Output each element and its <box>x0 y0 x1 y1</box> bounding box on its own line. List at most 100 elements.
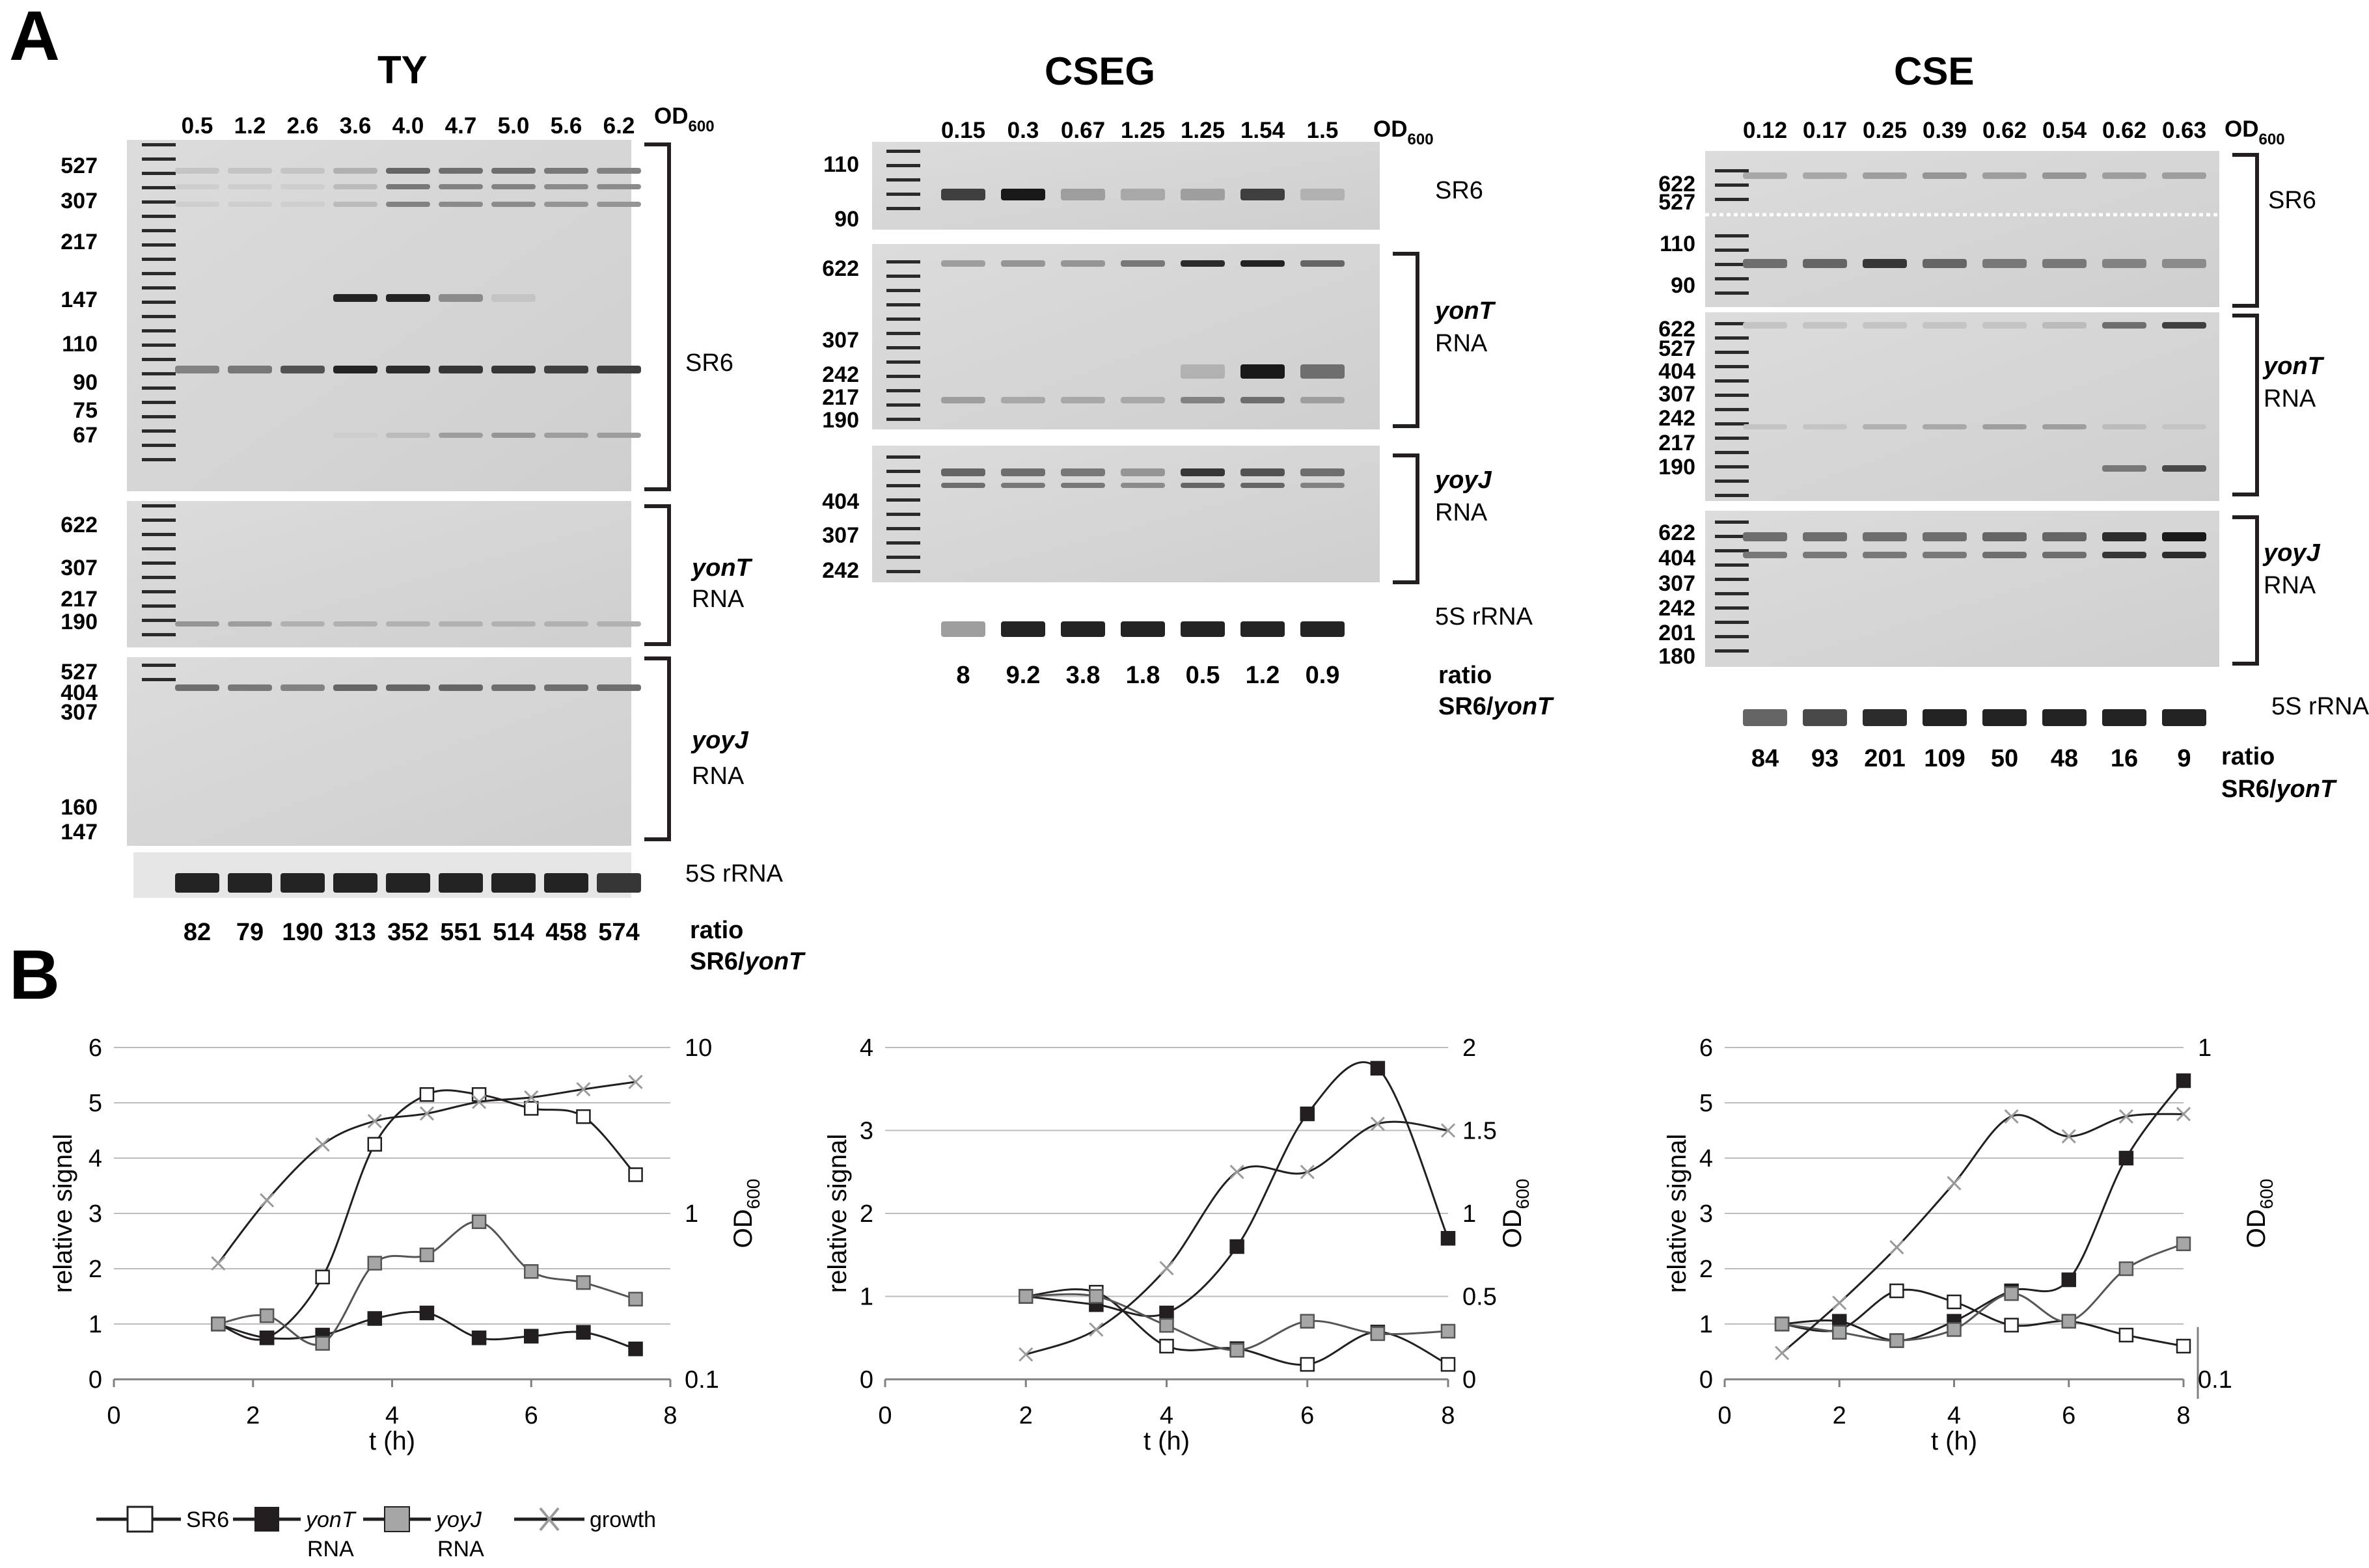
blot-band <box>2162 709 2206 726</box>
ladder-band <box>886 418 920 421</box>
svg-text:SR6/yonT: SR6/yonT <box>690 948 806 975</box>
ladder-band <box>1715 592 1749 595</box>
cse-od-value: 0.63 <box>2162 118 2206 143</box>
ladder-band <box>886 207 920 210</box>
blot-band <box>439 168 483 174</box>
ratio-word: ratio <box>2221 743 2275 770</box>
blot-band <box>228 366 272 373</box>
blot-band <box>1743 322 1787 329</box>
data-point-sr6 <box>576 1109 591 1124</box>
chart-cse: 0 1 2 3 4 5 6 0 2 4 6 8 0.1 1 t (h) relative signal OD60… <box>1663 1034 2277 1455</box>
blot-band <box>544 202 588 207</box>
ty-title: TY <box>377 48 428 92</box>
ladder-band <box>142 315 176 318</box>
blot-band <box>544 168 588 174</box>
data-point-sr6 <box>1300 1357 1315 1372</box>
series-line-yont <box>1026 1061 1449 1318</box>
ty-yoyj-bracket <box>644 656 671 841</box>
ty-od-value: 5.6 <box>551 113 582 139</box>
blot-band <box>1923 532 1967 541</box>
size-marker-label: 622 <box>822 256 859 281</box>
cseg-od-values: 0.15 0.3 0.67 1.25 1.25 1.54 1.5 <box>941 118 1338 143</box>
y2-tick-label: 2 <box>1462 1034 1476 1062</box>
series-line-yoyj <box>217 1221 637 1346</box>
y-tick-label: 1 <box>1699 1311 1713 1338</box>
cseg-5s-label: 5S rRNA <box>1435 603 1533 630</box>
blot-band <box>2162 465 2206 472</box>
ladder-band <box>1715 549 1749 552</box>
ladder-band <box>142 633 176 636</box>
ty-sr6-bracket <box>644 142 671 491</box>
ty-ratio-value: 82 <box>184 919 211 946</box>
growth-point <box>1889 1239 1904 1255</box>
blot-band <box>1300 468 1345 476</box>
y-axis-title: relative signal <box>49 1134 77 1293</box>
blot-band <box>1923 322 1967 329</box>
blot-band <box>439 433 483 438</box>
size-marker-label: 180 <box>1658 644 1695 669</box>
cse-yont-label: yonT RNA <box>2262 353 2325 412</box>
data-point-sr6 <box>471 1087 487 1102</box>
data-point-yont <box>576 1325 591 1340</box>
blot-band <box>491 202 536 207</box>
growth-point <box>1089 1322 1104 1337</box>
ladder-band <box>1715 563 1749 567</box>
legend-yoyj: yoyJ RNA <box>363 1506 484 1561</box>
y2-tick-label: 1 <box>685 1200 698 1228</box>
data-point-yont <box>2061 1272 2076 1288</box>
size-marker-label: 404 <box>1658 546 1695 571</box>
svg-text:OD600: OD600 <box>654 103 715 135</box>
y-tick-label: 2 <box>860 1200 873 1228</box>
ty-od-caption: OD600 <box>654 103 715 135</box>
cseg-sr6-blot <box>872 142 1380 230</box>
ladder-band <box>142 386 176 390</box>
blot-band <box>544 684 588 691</box>
data-point-yont <box>1440 1231 1456 1246</box>
cseg-yont-label: yonT RNA <box>1434 297 1496 357</box>
y2-title-sub: 600 <box>2256 1179 2277 1210</box>
data-point-sr6 <box>2176 1338 2191 1354</box>
blot-band <box>544 366 588 373</box>
y2-axis-title: OD600 <box>1498 1179 1533 1249</box>
rna-word: RNA <box>692 763 745 790</box>
ladder-band <box>142 547 176 550</box>
ladder-band <box>1715 520 1749 524</box>
size-marker-label: 190 <box>61 610 98 634</box>
ty-od-value: 0.5 <box>182 113 213 139</box>
ladder-band <box>1715 621 1749 624</box>
blot-band <box>597 366 641 373</box>
blot-band <box>2162 552 2206 558</box>
cseg-od-caption: OD600 <box>1373 116 1434 148</box>
cse-sr6-bracket <box>2232 153 2259 308</box>
blot-band <box>491 294 536 302</box>
blot-band <box>1001 621 1045 637</box>
ladder-band <box>886 332 920 335</box>
blot-band <box>281 684 325 691</box>
blot-band <box>1121 621 1165 637</box>
ladder-band <box>1715 649 1749 653</box>
ladder-band <box>886 193 920 196</box>
data-point-yoyj <box>524 1264 539 1279</box>
blot-band <box>1001 260 1045 267</box>
blot-band <box>281 184 325 189</box>
blot-band <box>1863 322 1907 329</box>
size-marker-label: 217 <box>61 230 98 254</box>
size-marker-label: 307 <box>61 189 98 213</box>
y2-title-sub: 600 <box>743 1179 763 1210</box>
data-point-yont <box>471 1331 487 1345</box>
blot-band <box>1300 364 1345 379</box>
od-text: OD <box>2225 116 2259 142</box>
ladder-band <box>142 415 176 418</box>
blot-band <box>2162 259 2206 268</box>
data-point-sr6 <box>1947 1294 1962 1310</box>
data-point-sr6 <box>419 1087 435 1102</box>
ty-5s-label: 5S rRNA <box>685 860 784 887</box>
ladder-band <box>1715 394 1749 397</box>
ladder-band <box>886 303 920 306</box>
cseg-ratio-value: 1.2 <box>1246 662 1280 689</box>
size-marker-label: 147 <box>61 288 98 312</box>
ladder-band <box>1715 249 1749 252</box>
blot-band <box>1982 322 2027 329</box>
ty-od-value: 2.6 <box>287 113 319 139</box>
ladder-band <box>886 275 920 278</box>
